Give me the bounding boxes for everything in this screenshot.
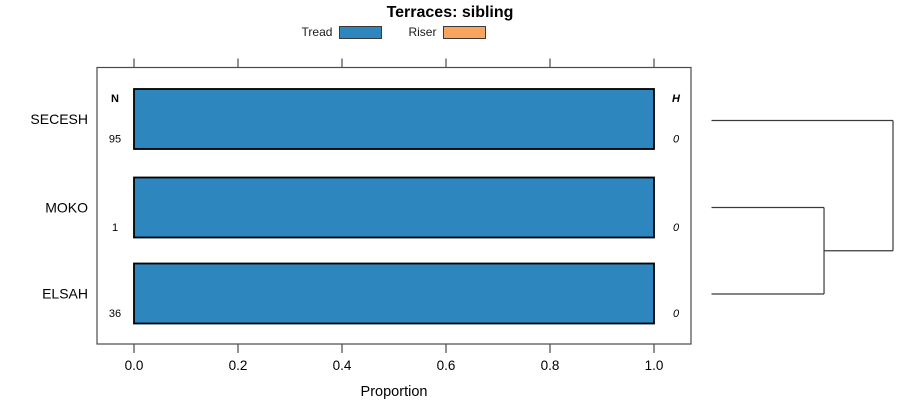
h-value: 0 bbox=[673, 134, 680, 146]
n-value: 36 bbox=[109, 308, 121, 320]
x-axis-tick-label: 0.2 bbox=[229, 358, 248, 373]
n-value: 1 bbox=[112, 222, 118, 234]
h-value: 0 bbox=[673, 222, 680, 234]
plot-frame bbox=[96, 66, 692, 345]
legend-item-tread: Tread bbox=[302, 25, 383, 39]
x-axis-tick-label: 0.6 bbox=[437, 358, 456, 373]
legend: Tread Riser bbox=[97, 25, 691, 39]
h-column-header: H bbox=[672, 93, 681, 105]
chart-title: Terraces: sibling bbox=[386, 4, 514, 21]
legend-swatch-tread bbox=[339, 25, 383, 39]
bar-secesh-tread bbox=[133, 88, 655, 150]
row-label-elsah: ELSAH bbox=[42, 286, 88, 302]
legend-label-riser: Riser bbox=[408, 25, 437, 39]
row-label-moko: MOKO bbox=[45, 200, 88, 216]
legend-swatch-riser bbox=[443, 25, 487, 39]
x-axis-tick-label: 0.0 bbox=[125, 358, 144, 373]
n-column-header: N bbox=[111, 93, 119, 105]
legend-label-tread: Tread bbox=[301, 25, 333, 39]
x-axis-tick-label: 0.4 bbox=[333, 358, 352, 373]
x-axis-title: Proportion bbox=[361, 384, 428, 400]
x-axis-tick-label: 1.0 bbox=[645, 358, 664, 373]
bar-moko-tread bbox=[133, 176, 655, 239]
x-axis-tick-label: 0.8 bbox=[541, 358, 560, 373]
n-value: 95 bbox=[109, 134, 121, 146]
legend-item-riser: Riser bbox=[408, 25, 487, 39]
row-label-secesh: SECESH bbox=[30, 111, 88, 127]
bar-elsah-tread bbox=[133, 262, 655, 325]
h-value: 0 bbox=[673, 308, 680, 320]
